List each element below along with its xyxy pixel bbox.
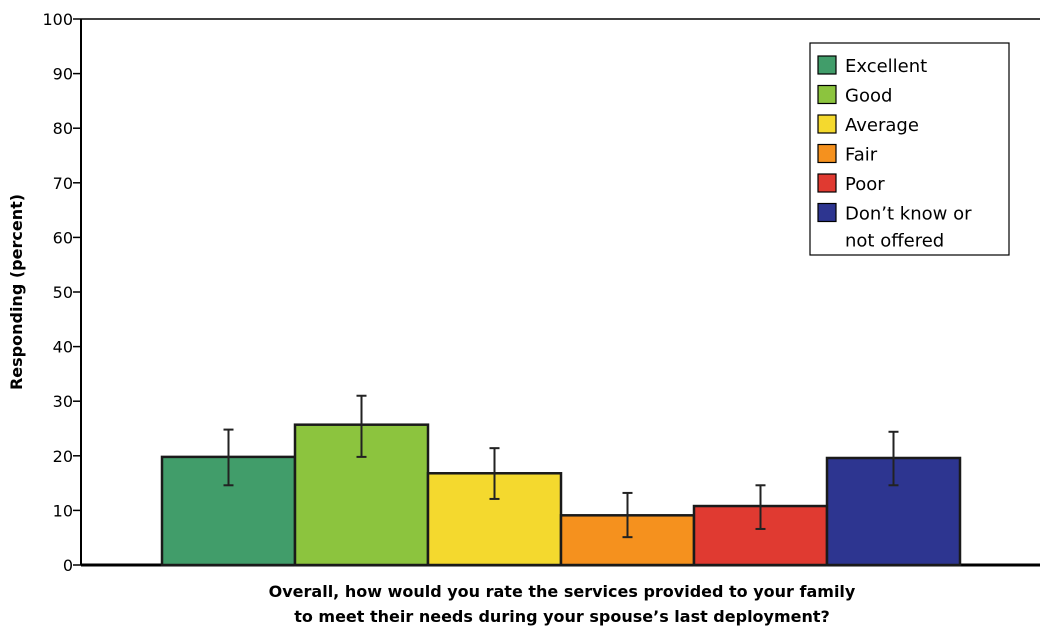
- y-tick-label: 20: [53, 447, 73, 466]
- axis-labels: Responding (percent) Overall, how would y…: [7, 194, 856, 626]
- y-tick-label: 40: [53, 338, 73, 357]
- legend-label: not offered: [845, 231, 944, 252]
- legend-label: Poor: [845, 174, 885, 195]
- y-axis-label: Responding (percent): [7, 194, 26, 390]
- legend-swatch: [817, 114, 837, 134]
- legend: Excellent Good Average Fair Poor Don’t know o…: [809, 42, 1010, 256]
- y-tick-label: 30: [53, 392, 73, 411]
- x-axis-label: Overall, how would you rate the services…: [269, 582, 856, 601]
- legend-label: Fair: [845, 145, 878, 166]
- legend-swatch: [817, 202, 837, 223]
- legend-swatch: [817, 143, 837, 164]
- y-tick-label: 60: [53, 228, 73, 247]
- error-bars: [223, 394, 899, 539]
- legend-swatch: [817, 55, 837, 75]
- y-tick-label: 50: [53, 283, 73, 302]
- bars: [160, 423, 962, 567]
- y-tick-label: 0: [63, 556, 73, 575]
- x-axis-label: to meet their needs during your spouse’s…: [294, 607, 830, 626]
- y-tick-label: 80: [53, 119, 73, 138]
- legend-label: Average: [845, 115, 919, 136]
- y-tick-label: 90: [53, 65, 73, 84]
- legend-swatch: [817, 84, 837, 105]
- y-tick-label: 10: [53, 501, 73, 520]
- y-tick-label: 70: [53, 174, 73, 193]
- legend-swatch: [817, 173, 837, 193]
- legend-label: Don’t know or: [845, 204, 972, 225]
- y-tick-label: 100: [42, 10, 73, 29]
- legend-box: [809, 42, 1010, 256]
- legend-label: Good: [845, 86, 892, 107]
- legend-label: Excellent: [845, 56, 927, 77]
